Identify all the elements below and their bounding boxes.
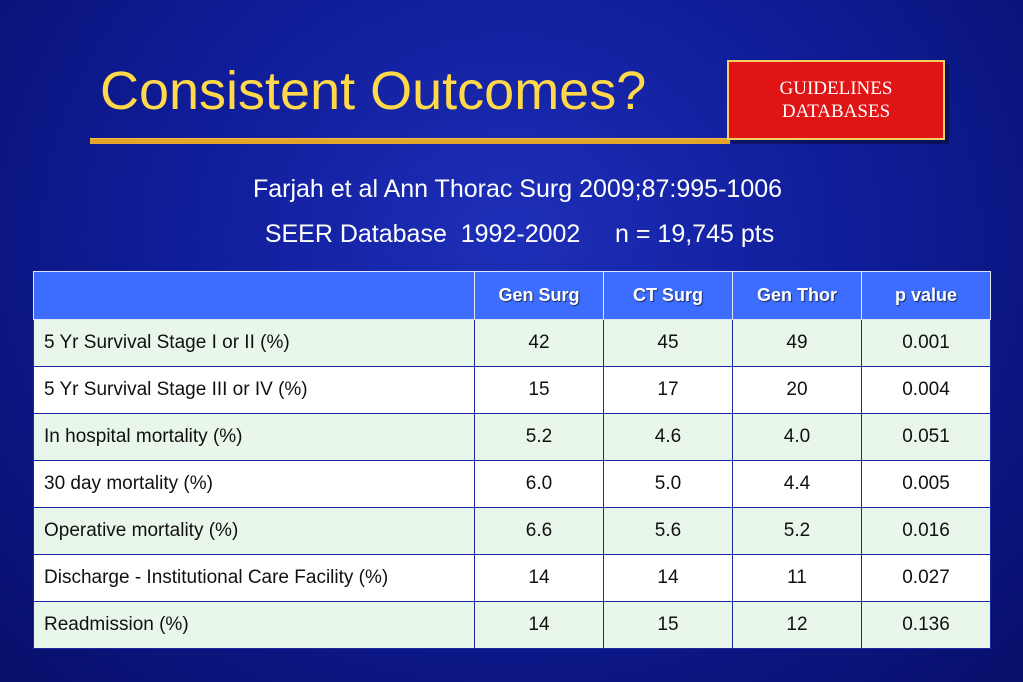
- row-label: In hospital mortality (%): [33, 413, 475, 461]
- table-row: 5 Yr Survival Stage III or IV (%) 15 17 …: [33, 366, 991, 414]
- p-value-cell: 0.027: [861, 554, 991, 602]
- row-label: Operative mortality (%): [33, 507, 475, 555]
- p-value-cell: 0.004: [861, 366, 991, 414]
- table-header-row: Gen Surg CT Surg Gen Thor p value: [33, 271, 991, 320]
- table-row: In hospital mortality (%) 5.2 4.6 4.0 0.…: [33, 413, 991, 461]
- gen-surg-cell: 6.6: [474, 507, 604, 555]
- ct-surg-cell: 15: [603, 601, 733, 649]
- row-label: Readmission (%): [33, 601, 475, 649]
- gen-thor-cell: 4.4: [732, 460, 862, 508]
- ct-surg-cell: 17: [603, 366, 733, 414]
- table-row: Operative mortality (%) 6.6 5.6 5.2 0.01…: [33, 507, 991, 555]
- row-label: 5 Yr Survival Stage III or IV (%): [33, 366, 475, 414]
- header-cell-blank: [33, 271, 475, 320]
- citation-subtitle: Farjah et al Ann Thorac Surg 2009;87:995…: [252, 175, 783, 203]
- table-row: Readmission (%) 14 15 12 0.136: [33, 601, 991, 649]
- badge-line-2: DATABASES: [781, 101, 891, 122]
- gen-thor-cell: 11: [732, 554, 862, 602]
- row-label: Discharge - Institutional Care Facility …: [33, 554, 475, 602]
- gen-thor-cell: 20: [732, 366, 862, 414]
- gen-surg-cell: 5.2: [474, 413, 604, 461]
- header-cell-gen-thor: Gen Thor: [732, 271, 862, 320]
- gen-surg-cell: 15: [474, 366, 604, 414]
- gen-surg-cell: 14: [474, 601, 604, 649]
- header-cell-gen-surg: Gen Surg: [474, 271, 604, 320]
- gen-surg-cell: 14: [474, 554, 604, 602]
- p-value-cell: 0.001: [861, 319, 991, 367]
- ct-surg-cell: 4.6: [603, 413, 733, 461]
- guidelines-databases-badge: GUIDELINES DATABASES: [727, 60, 945, 140]
- gen-surg-cell: 42: [474, 319, 604, 367]
- table-row: Discharge - Institutional Care Facility …: [33, 554, 991, 602]
- table-row: 30 day mortality (%) 6.0 5.0 4.4 0.005: [33, 460, 991, 508]
- database-subtitle: SEER Database 1992-2002 n = 19,745 pts: [264, 220, 775, 248]
- p-value-cell: 0.016: [861, 507, 991, 555]
- header-cell-ct-surg: CT Surg: [603, 271, 733, 320]
- ct-surg-cell: 5.0: [603, 460, 733, 508]
- p-value-cell: 0.136: [861, 601, 991, 649]
- outcomes-table: Gen Surg CT Surg Gen Thor p value 5 Yr S…: [33, 271, 991, 649]
- ct-surg-cell: 45: [603, 319, 733, 367]
- ct-surg-cell: 14: [603, 554, 733, 602]
- gen-thor-cell: 5.2: [732, 507, 862, 555]
- p-value-cell: 0.051: [861, 413, 991, 461]
- gen-surg-cell: 6.0: [474, 460, 604, 508]
- title-underline: [90, 138, 730, 144]
- row-label: 5 Yr Survival Stage I or II (%): [33, 319, 475, 367]
- ct-surg-cell: 5.6: [603, 507, 733, 555]
- slide-title: Consistent Outcomes?: [100, 61, 647, 121]
- p-value-cell: 0.005: [861, 460, 991, 508]
- badge-line-1: GUIDELINES: [779, 78, 893, 99]
- table-row: 5 Yr Survival Stage I or II (%) 42 45 49…: [33, 319, 991, 367]
- header-cell-p-value: p value: [861, 271, 991, 320]
- gen-thor-cell: 4.0: [732, 413, 862, 461]
- gen-thor-cell: 49: [732, 319, 862, 367]
- row-label: 30 day mortality (%): [33, 460, 475, 508]
- gen-thor-cell: 12: [732, 601, 862, 649]
